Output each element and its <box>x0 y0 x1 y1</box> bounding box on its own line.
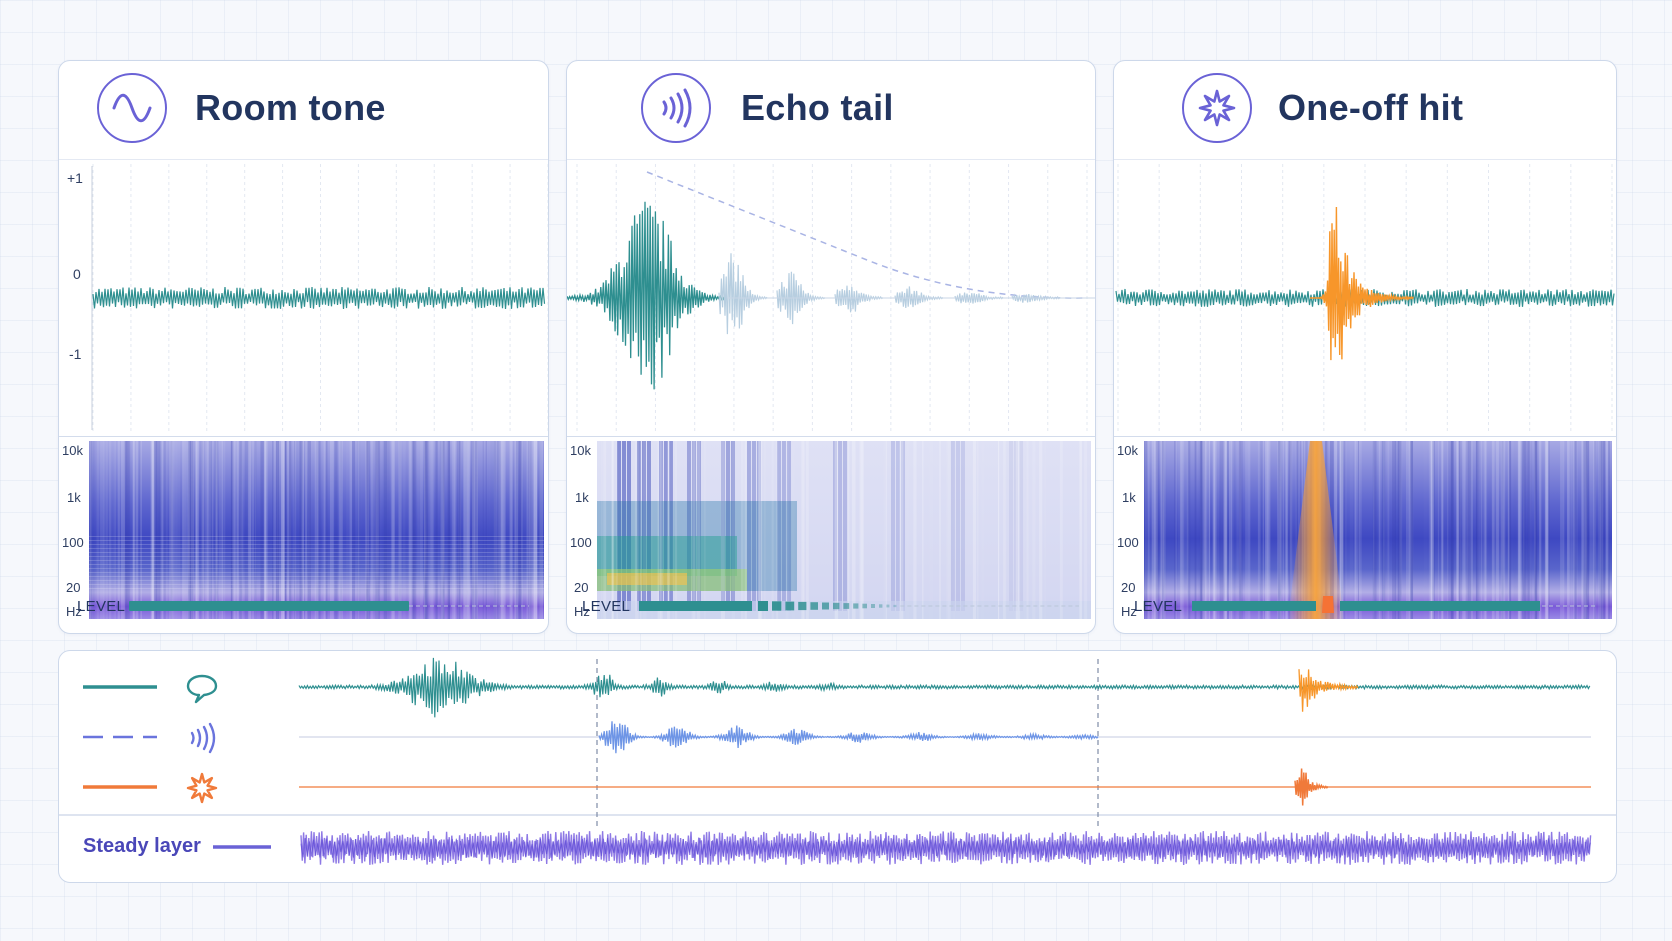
freq-tick: 10k <box>570 443 591 458</box>
panel-title: Echo tail <box>741 87 894 128</box>
spectrogram-image <box>89 441 544 619</box>
freq-tick: 20 <box>574 580 589 595</box>
room-tone-panel: Room tone +1 0 -1 10k 1k 100 20 Hz LEVEL <box>58 60 549 634</box>
freq-tick: 1k <box>575 490 589 505</box>
waveform-svg <box>567 164 1095 432</box>
level-label: LEVEL <box>1134 598 1183 615</box>
waveform-plot <box>1114 159 1616 437</box>
freq-tick: 20 <box>1121 580 1136 595</box>
sine-wave-icon <box>97 73 167 143</box>
waveform-svg <box>91 164 548 432</box>
level-meter: LEVEL <box>567 591 1095 621</box>
freq-tick: 1k <box>1122 490 1136 505</box>
amplitude-tick-zero: 0 <box>73 266 81 282</box>
panel-title: One-off hit <box>1278 87 1464 128</box>
echo-waves-icon <box>641 73 711 143</box>
freq-tick: 100 <box>570 535 592 550</box>
freq-tick: Hz <box>1121 604 1137 619</box>
waveform-plot <box>567 159 1095 437</box>
panel-header: Room tone <box>59 61 548 159</box>
mix-timeline: Steady layer <box>58 650 1617 883</box>
level-label: LEVEL <box>582 598 631 615</box>
burst-star-icon <box>1182 73 1252 143</box>
freq-tick: 100 <box>62 535 84 550</box>
steady-layer-label: Steady layer <box>83 835 201 857</box>
waveform-plot: +1 0 -1 <box>59 159 548 437</box>
spectrogram: 10k 1k 100 20 Hz <box>59 437 548 627</box>
panel-header: One-off hit <box>1114 61 1616 159</box>
amplitude-tick-top: +1 <box>67 170 83 186</box>
echo-tail-panel: Echo tail 10k 1k 100 20 Hz LEVEL <box>566 60 1096 634</box>
freq-tick: 100 <box>1117 535 1139 550</box>
panel-header: Echo tail <box>567 61 1095 159</box>
freq-tick: 20 <box>66 580 81 595</box>
level-label: LEVEL <box>77 598 126 615</box>
waveform-svg <box>1115 164 1615 432</box>
echo-waves-icon <box>185 721 219 760</box>
burst-star-icon <box>185 771 219 810</box>
panel-title: Room tone <box>195 87 386 128</box>
amplitude-tick-bottom: -1 <box>69 346 82 362</box>
freq-tick: 10k <box>62 443 83 458</box>
speech-bubble-icon <box>185 671 219 710</box>
level-meter: LEVEL <box>59 591 548 621</box>
freq-tick: Hz <box>574 604 590 619</box>
one-off-hit-panel: One-off hit 10k 1k 100 20 Hz LEVEL <box>1113 60 1617 634</box>
freq-tick: 10k <box>1117 443 1138 458</box>
timeline-svg <box>59 657 1616 866</box>
spectrogram: 10k 1k 100 20 Hz <box>567 437 1095 627</box>
spectrogram: 10k 1k 100 20 Hz <box>1114 437 1616 627</box>
level-meter: LEVEL <box>1114 591 1616 621</box>
spectrogram-image <box>1144 441 1612 619</box>
spectrogram-image <box>597 441 1091 619</box>
freq-tick: 1k <box>67 490 81 505</box>
freq-tick: Hz <box>66 604 82 619</box>
